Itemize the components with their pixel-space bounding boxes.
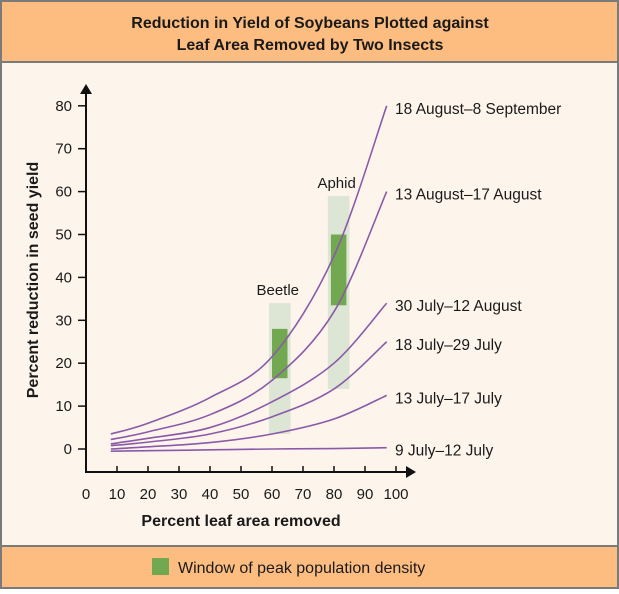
- x-tick-label: 80: [326, 486, 343, 503]
- y-tick-label: 40: [55, 269, 72, 286]
- series-label: 13 July–17 July: [395, 390, 502, 407]
- series-line: [110, 446, 387, 452]
- x-tick-label: 60: [264, 486, 281, 503]
- window-aphid: Aphid: [317, 175, 356, 389]
- x-axis-label: Percent leaf area removed: [141, 513, 340, 530]
- window-label: Beetle: [256, 282, 299, 299]
- y-tick-label: 50: [55, 227, 72, 244]
- series-line: [110, 191, 388, 441]
- series-line: [110, 105, 388, 435]
- x-axis-arrow-icon: [406, 466, 416, 478]
- y-tick-label: 60: [55, 184, 72, 201]
- y-axis-arrow-icon: [80, 84, 92, 94]
- legend-label: Window of peak population density: [178, 560, 425, 577]
- y-tick-label: 10: [55, 398, 72, 415]
- x-tick-label: 90: [357, 486, 374, 503]
- series-label: 18 July–29 July: [395, 337, 502, 354]
- x-tick-label: 100: [383, 486, 408, 503]
- chart-title-line-2: Leaf Area Removed by Two Insects: [177, 37, 444, 54]
- legend-band: [0, 545, 619, 589]
- y-tick-label: 20: [55, 355, 72, 372]
- x-tick-label: 70: [295, 486, 312, 503]
- y-axis-label: Percent reduction in seed yield: [25, 162, 42, 399]
- x-tick-label: 10: [109, 486, 126, 503]
- series-line: [110, 394, 388, 450]
- series-line: [110, 341, 388, 447]
- x-tick-label: 50: [233, 486, 250, 503]
- series-label: 9 July–12 July: [395, 443, 493, 460]
- chart-title-line-1: Reduction in Yield of Soybeans Plotted a…: [131, 15, 489, 32]
- series-label: 18 August–8 September: [395, 101, 561, 118]
- y-tick-label: 30: [55, 312, 72, 329]
- title-band: [0, 0, 619, 63]
- series-label: 13 August–17 August: [395, 187, 542, 204]
- x-tick-label: 30: [171, 486, 188, 503]
- x-tick-label: 20: [140, 486, 157, 503]
- series-label: 30 July–12 August: [395, 298, 522, 315]
- y-tick-label: 0: [64, 441, 72, 458]
- window-peak-bar: [330, 234, 347, 306]
- legend-swatch: [152, 558, 169, 575]
- x-tick-label: 0: [82, 486, 90, 503]
- window-peak-bar: [272, 328, 288, 379]
- series-line: [110, 302, 388, 445]
- y-tick-label: 70: [55, 141, 72, 158]
- x-tick-label: 40: [202, 486, 219, 503]
- window-label: Aphid: [317, 175, 355, 192]
- y-tick-label: 80: [55, 98, 72, 115]
